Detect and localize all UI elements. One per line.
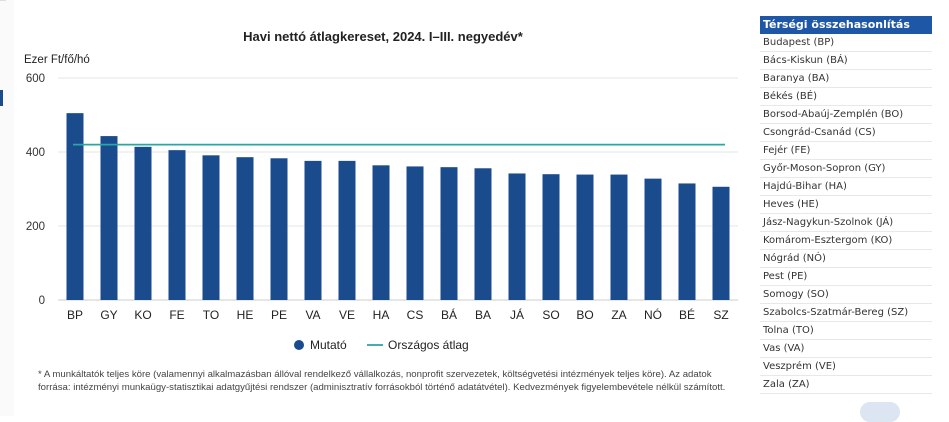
x-tick-label: CS xyxy=(407,308,424,322)
bar xyxy=(440,167,458,300)
bar xyxy=(100,136,118,300)
sidebar-item[interactable]: Heves (HE) xyxy=(760,196,932,214)
x-tick-label: HA xyxy=(373,308,390,322)
sidebar-item[interactable]: Budapest (BP) xyxy=(760,34,932,52)
x-tick-label: NÓ xyxy=(644,307,662,322)
bar xyxy=(508,173,526,300)
x-tick-label: BP xyxy=(67,308,83,322)
bar xyxy=(576,174,594,300)
bar xyxy=(406,166,424,300)
sidebar-item[interactable]: Csongrád-Csanád (CS) xyxy=(760,124,932,142)
x-tick-label: PE xyxy=(271,308,287,322)
sidebar-item[interactable]: Békés (BÉ) xyxy=(760,88,932,106)
sidebar-item[interactable]: Borsod-Abaúj-Zemplén (BO) xyxy=(760,106,932,124)
x-tick-label: GY xyxy=(100,308,117,322)
sidebar-item[interactable]: Szabolcs-Szatmár-Bereg (SZ) xyxy=(760,304,932,322)
x-tick-label: SZ xyxy=(713,308,728,322)
bar xyxy=(66,113,84,301)
sidebar-item[interactable]: Veszprém (VE) xyxy=(760,358,932,376)
sidebar-item[interactable]: Tolna (TO) xyxy=(760,322,932,340)
bar xyxy=(338,160,356,300)
x-tick-label: FE xyxy=(169,308,184,322)
chart-panel: Havi nettó átlagkereset, 2024. I–III. ne… xyxy=(14,0,748,416)
decorative-map-shape xyxy=(860,402,900,422)
legend-label-bars: Mutató xyxy=(310,338,347,352)
chart-footnote: * A munkáltatók teljes köre (valamennyi … xyxy=(38,369,726,393)
bar xyxy=(610,174,628,300)
x-tick-label: BÉ xyxy=(679,307,695,322)
bar xyxy=(712,186,730,300)
sidebar-item[interactable]: Pest (PE) xyxy=(760,268,932,286)
x-tick-label: SO xyxy=(542,308,559,322)
x-tick-label: VA xyxy=(305,308,320,322)
sidebar-title: Térségi összehasonlítás xyxy=(760,16,932,34)
chart-title: Havi nettó átlagkereset, 2024. I–III. ne… xyxy=(243,29,524,44)
bar xyxy=(678,183,696,300)
y-tick-label: 200 xyxy=(26,221,45,233)
bar xyxy=(474,168,492,300)
x-tick-label: JÁ xyxy=(510,307,524,322)
x-tick-label: VE xyxy=(339,308,355,322)
y-axis-label: Ezer Ft/fő/hó xyxy=(24,54,90,66)
sidebar-item[interactable]: Fejér (FE) xyxy=(760,142,932,160)
sidebar-item[interactable]: Győr-Moson-Sopron (GY) xyxy=(760,160,932,178)
sidebar-item[interactable]: Komárom-Esztergom (KO) xyxy=(760,232,932,250)
bar xyxy=(236,157,254,300)
x-tick-label: BÁ xyxy=(441,307,457,322)
bar xyxy=(304,160,322,300)
left-strip xyxy=(0,0,15,416)
bar xyxy=(644,178,662,300)
sidebar-item[interactable]: Hajdú-Bihar (HA) xyxy=(760,178,932,196)
legend-label-line: Országos átlag xyxy=(388,338,469,352)
x-tick-label: ZA xyxy=(611,308,626,322)
sidebar-item[interactable]: Somogy (SO) xyxy=(760,286,932,304)
sidebar-item[interactable]: Bács-Kiskun (BÁ) xyxy=(760,52,932,70)
y-tick-label: 0 xyxy=(39,295,45,307)
sidebar-item[interactable]: Zala (ZA) xyxy=(760,376,932,394)
sidebar-item[interactable]: Vas (VA) xyxy=(760,340,932,358)
sidebar-item[interactable]: Jász-Nagykun-Szolnok (JÁ) xyxy=(760,214,932,232)
bar xyxy=(168,150,186,300)
x-tick-label: BO xyxy=(576,308,593,322)
bar xyxy=(542,174,560,300)
x-tick-label: KO xyxy=(134,308,151,322)
bar xyxy=(372,165,390,300)
bar xyxy=(134,146,152,300)
y-tick-label: 600 xyxy=(26,73,45,85)
y-tick-label: 400 xyxy=(26,147,45,159)
active-marker xyxy=(0,90,3,106)
legend-marker-bars xyxy=(294,340,304,350)
x-tick-label: HE xyxy=(237,308,254,322)
bar-chart: Havi nettó átlagkereset, 2024. I–III. ne… xyxy=(24,29,738,352)
sidebar-item[interactable]: Nógrád (NÓ) xyxy=(760,250,932,268)
sidebar-item[interactable]: Baranya (BA) xyxy=(760,70,932,88)
x-tick-label: TO xyxy=(203,308,219,322)
x-tick-label: BA xyxy=(475,308,491,322)
sidebar-list: Budapest (BP) Bács-Kiskun (BÁ) Baranya (BA… xyxy=(760,34,932,394)
region-sidebar: Térségi összehasonlítás Budapest (BP) Bác… xyxy=(760,16,932,394)
strip-tick xyxy=(0,0,6,1)
bar xyxy=(202,155,220,300)
bar xyxy=(270,158,288,300)
